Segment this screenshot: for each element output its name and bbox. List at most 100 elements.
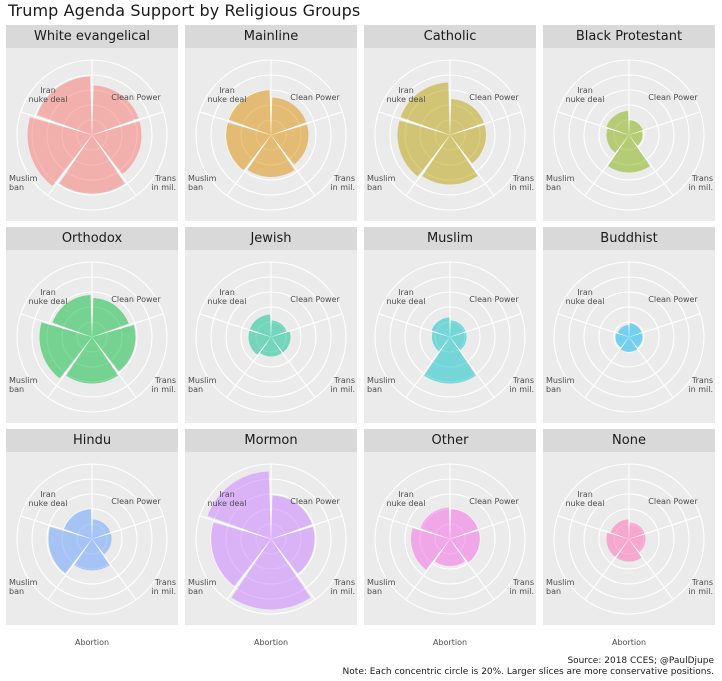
axis-category-label: in mil.	[509, 587, 534, 596]
polar-wedge	[397, 120, 450, 177]
footer-source: Source: 2018 CCES; @PaulDjupe	[567, 656, 714, 666]
polar-wedge	[450, 125, 487, 164]
grid-spoke	[378, 313, 451, 338]
facet-strip-label: Buddhist	[543, 227, 715, 250]
grid-spoke	[20, 313, 93, 338]
axis-category-label: Trans	[333, 578, 355, 587]
facet-panel: Hindu Clean Power Trans in mil. Abortion Musl…	[6, 429, 178, 647]
axis-category-label: in mil.	[688, 587, 713, 596]
facet-strip-label: Other	[364, 429, 536, 452]
grid-spoke	[270, 111, 343, 136]
polar-wedge	[63, 509, 92, 539]
grid-spoke	[20, 111, 93, 136]
axis-category-label: Iran	[40, 288, 56, 297]
polar-wedge	[271, 124, 309, 165]
axis-category-label: ban	[546, 587, 561, 596]
axis-category-label: Iran	[219, 86, 235, 95]
axis-category-label: ban	[367, 385, 382, 394]
grid-spoke	[226, 336, 272, 398]
grid-spoke	[199, 515, 272, 540]
facet-strip-label: White evangelical	[6, 25, 178, 48]
grid-spoke	[91, 313, 164, 338]
axis-category-label: Abortion	[75, 638, 109, 647]
polar-wedge	[615, 333, 629, 348]
polar-wedge	[629, 323, 642, 337]
axis-category-label: in mil.	[509, 183, 534, 192]
polar-wedge	[450, 332, 467, 350]
axis-category-label: Trans	[691, 174, 713, 183]
grid-spoke	[584, 336, 630, 398]
axis-category-label: nuke deal	[207, 297, 246, 306]
axis-category-label: Abortion	[254, 638, 288, 647]
polar-wedge	[260, 337, 282, 357]
axis-category-label: nuke deal	[565, 499, 604, 508]
axis-category-label: Clean Power	[290, 295, 340, 304]
axis-category-label: Trans	[333, 174, 355, 183]
polar-wedge	[207, 471, 271, 539]
polar-wedge	[420, 507, 450, 539]
axis-category-label: nuke deal	[28, 297, 67, 306]
axis-category-label: Muslim	[367, 578, 396, 587]
grid-spoke	[449, 313, 522, 338]
grid-spoke	[226, 538, 272, 600]
axis-category-label: in mil.	[330, 587, 355, 596]
axis-category-label: Clean Power	[469, 295, 519, 304]
grid-spoke	[557, 313, 630, 338]
axis-category-label: Clean Power	[469, 93, 519, 102]
grid-spoke	[449, 111, 522, 136]
axis-category-label: Trans	[512, 376, 534, 385]
axis-category-label: ban	[367, 183, 382, 192]
axis-category-label: Trans	[512, 578, 534, 587]
polar-wedge	[248, 330, 271, 355]
facet-strip-label: Hindu	[6, 429, 178, 452]
polar-wedge	[228, 90, 271, 135]
facet-strip-label: None	[543, 429, 715, 452]
axis-category-label: Muslim	[367, 174, 396, 183]
grid-spoke	[91, 336, 137, 398]
axis-category-label: Iran	[577, 288, 593, 297]
polar-wedge	[431, 317, 450, 337]
axis-category-label: Iran	[219, 490, 235, 499]
polar-wedge	[271, 495, 312, 539]
axis-category-label: Muslim	[9, 578, 38, 587]
polar-wedge	[66, 337, 118, 384]
axis-category-label: Muslim	[546, 376, 575, 385]
axis-category-label: Iran	[40, 86, 56, 95]
polar-wedge	[606, 128, 629, 153]
polar-wedge	[610, 519, 629, 539]
polar-wedge	[606, 111, 629, 135]
polar-wedge	[629, 131, 643, 146]
polar-wedge	[450, 509, 479, 539]
axis-category-label: Abortion	[433, 638, 467, 647]
grid-spoke	[628, 515, 701, 540]
polar-wedge	[450, 530, 481, 563]
axis-category-label: in mil.	[151, 587, 176, 596]
grid-spoke	[270, 515, 343, 540]
polar-wedge	[92, 325, 136, 372]
axis-category-label: in mil.	[688, 183, 713, 192]
polar-wedge	[271, 320, 287, 337]
facet-grid: White evangelical Clean Power Trans in mil.…	[6, 25, 716, 647]
polar-wedge	[629, 120, 644, 135]
axis-category-label: Muslim	[188, 174, 217, 183]
axis-category-label: nuke deal	[565, 297, 604, 306]
grid-spoke	[91, 538, 137, 600]
facet-strip-label: Black Protestant	[543, 25, 715, 48]
axis-category-label: in mil.	[151, 385, 176, 394]
axis-category-label: Clean Power	[290, 497, 340, 506]
grid-spoke	[628, 336, 674, 398]
polar-wedge	[92, 121, 142, 175]
polar-wedge	[92, 298, 129, 337]
